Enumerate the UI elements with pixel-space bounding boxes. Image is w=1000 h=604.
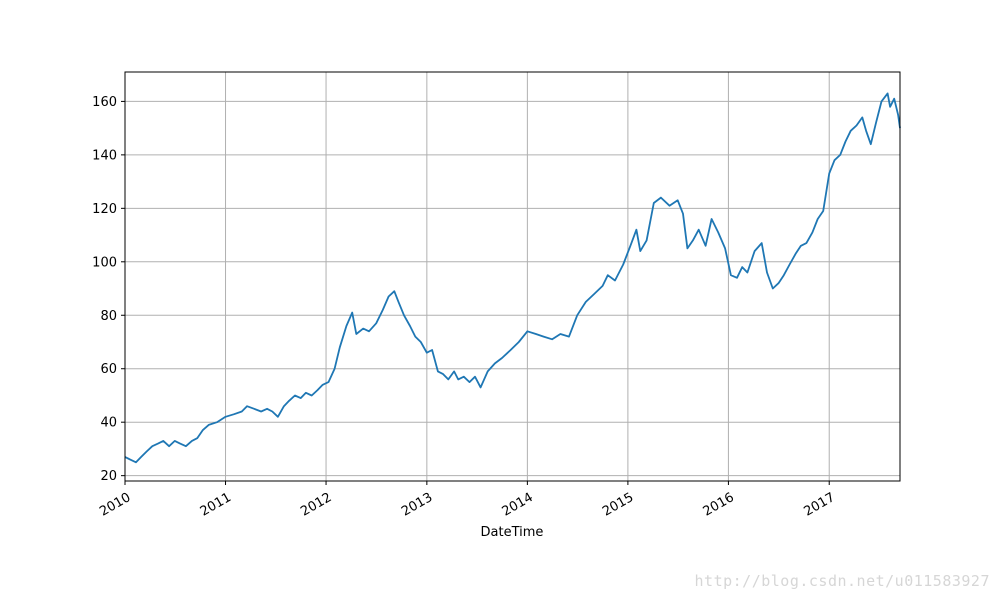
x-tick-label: 2010 xyxy=(97,490,133,520)
y-tick-label: 80 xyxy=(100,309,117,324)
x-tick-label: 2014 xyxy=(500,490,536,520)
y-axis: 20 40 60 80 100 120 140 160 xyxy=(92,95,125,484)
x-tick-label: 2011 xyxy=(198,490,234,520)
x-tick-label: 2013 xyxy=(399,490,435,520)
x-axis: 2010 2011 2012 2013 2014 2015 2016 2017 xyxy=(97,481,838,520)
plot-frame xyxy=(124,71,901,482)
y-tick-label: 40 xyxy=(100,416,117,431)
y-tick-label: 20 xyxy=(100,469,117,484)
x-tick-label: 2012 xyxy=(298,490,334,520)
y-tick-label: 60 xyxy=(100,362,117,377)
y-tick-label: 100 xyxy=(92,255,117,270)
series-line xyxy=(124,92,901,464)
y-tick-label: 120 xyxy=(92,202,117,217)
grid xyxy=(124,72,900,481)
x-axis-label: DateTime xyxy=(481,525,544,540)
watermark: http://blog.csdn.net/u011583927 xyxy=(694,572,990,590)
x-tick-label: 2015 xyxy=(600,490,636,520)
x-tick-label: 2017 xyxy=(801,490,837,520)
line-series xyxy=(124,92,901,464)
x-tick-label: 2016 xyxy=(701,490,737,520)
y-tick-label: 160 xyxy=(92,95,117,110)
y-tick-label: 140 xyxy=(92,148,117,163)
